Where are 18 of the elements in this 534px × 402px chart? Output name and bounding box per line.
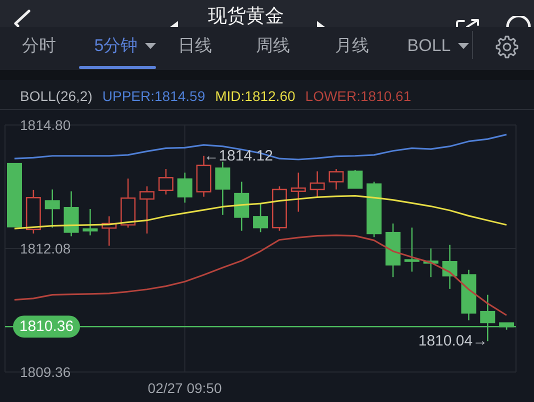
y-tick-label: 1809.36 [20,364,71,380]
text: 分时 [22,36,56,56]
text: LOWER:1810.61 [305,87,412,105]
y-tick-label: 1814.80 [20,117,71,133]
annotation: ←1814.12 [204,147,273,164]
text: BOLL [407,36,451,56]
annotation: 1810.04→ [418,332,488,350]
text: MID:1812.60 [215,87,296,105]
text: 月线 [335,36,369,56]
chart-title: 现货黄金 [208,6,284,27]
ref-line-label: 1810.36 [19,318,74,336]
text: 周线 [256,36,290,56]
x-tick-label: 02/27 09:50 [148,380,222,396]
legend-title: BOLL(26,2) [20,87,92,105]
text: UPPER:1814.59 [102,87,206,105]
text: 5分钟 [94,36,138,56]
y-tick-label: 1812.08 [20,240,71,256]
text: 日线 [178,36,212,56]
